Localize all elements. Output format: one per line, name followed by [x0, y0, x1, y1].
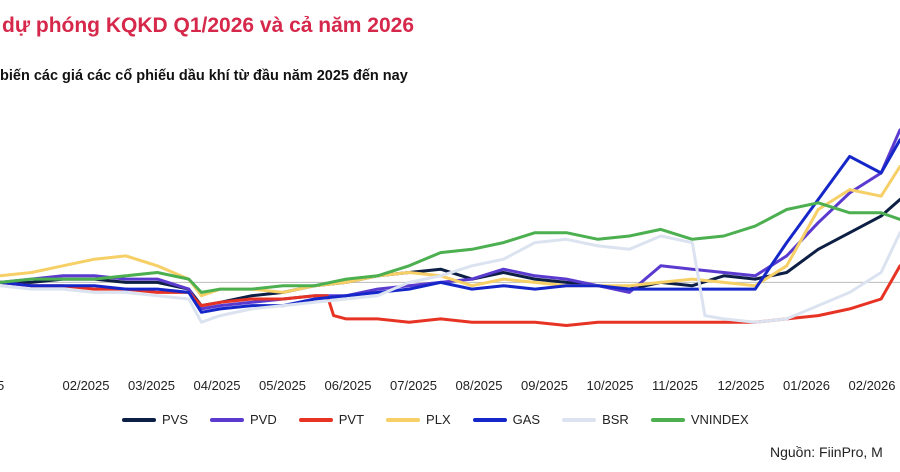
legend-label: PLX — [426, 412, 451, 427]
legend-label: BSR — [602, 412, 629, 427]
x-tick-label: 10/2025 — [587, 378, 634, 393]
legend-item-pvd: PVD — [210, 412, 277, 427]
series-line-pvs — [0, 198, 900, 308]
legend-item-pvt: PVT — [298, 412, 365, 427]
x-tick-label: 5 — [0, 378, 4, 393]
page-title: dự phóng KQKD Q1/2026 và cả năm 2026 — [2, 14, 415, 37]
line-chart: 5 02/2025 03/2025 04/2025 05/2025 06/2025 07/2… — [0, 128, 900, 393]
series-line-vnindex — [0, 201, 900, 294]
x-tick-label: 06/2025 — [325, 378, 372, 393]
legend-swatch — [562, 417, 597, 422]
chart-subtitle: biến các giá các cổ phiếu dầu khí từ đầu… — [0, 68, 408, 84]
legend-item-gas: GAS — [472, 412, 541, 427]
x-tick-label: 07/2025 — [390, 378, 437, 393]
legend-label: GAS — [512, 412, 541, 427]
chart-legend: PVS PVD PVT PLX GAS BSR VNINDEX — [122, 412, 771, 427]
legend-label: PVD — [250, 412, 277, 427]
legend-label: PVT — [338, 412, 365, 427]
x-tick-label: 02/2025 — [63, 378, 110, 393]
legend-item-plx: PLX — [386, 412, 451, 427]
legend-swatch — [650, 417, 685, 422]
x-tick-label: 02/2026 — [849, 378, 896, 393]
legend-swatch — [298, 417, 333, 422]
legend-swatch — [122, 417, 156, 422]
x-tick-label: 09/2025 — [521, 378, 568, 393]
legend-swatch — [210, 417, 245, 422]
source-note: Nguồn: FiinPro, M — [770, 444, 883, 460]
legend-label: PVS — [162, 412, 189, 427]
legend-item-vnindex: VNINDEX — [650, 412, 749, 427]
x-tick-label: 12/2025 — [718, 378, 765, 393]
x-tick-label: 08/2025 — [456, 378, 503, 393]
legend-label: VNINDEX — [690, 412, 749, 427]
legend-item-bsr: BSR — [562, 412, 629, 427]
series-line-gas — [0, 138, 900, 314]
x-tick-label: 01/2026 — [783, 378, 830, 393]
x-tick-label: 05/2025 — [259, 378, 306, 393]
x-tick-label: 11/2025 — [652, 378, 698, 393]
legend-item-pvs: PVS — [122, 412, 188, 427]
x-tick-label: 04/2025 — [194, 378, 241, 393]
x-tick-label: 03/2025 — [128, 378, 175, 393]
series-line-bsr — [0, 231, 900, 324]
legend-swatch — [472, 417, 507, 422]
legend-swatch — [386, 417, 421, 422]
